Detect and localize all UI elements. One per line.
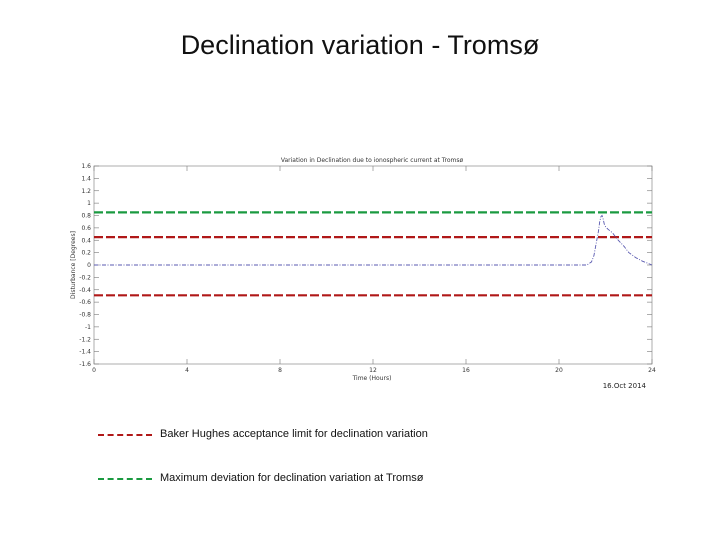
legend-label: Baker Hughes acceptance limit for declin… — [160, 428, 428, 440]
y-tick-label: 0.4 — [81, 237, 91, 244]
y-tick-label: -1.4 — [79, 349, 91, 356]
y-tick-label: 1.2 — [81, 188, 91, 195]
y-tick-label: 1.6 — [81, 163, 91, 170]
y-tick-label: 0.2 — [81, 250, 91, 257]
y-tick-label: -1.6 — [79, 361, 91, 368]
x-tick-label: 12 — [369, 367, 377, 374]
x-axis-label: Time (Hours) — [352, 375, 392, 382]
y-axis: 1.6 1.4 1.2 1 0.8 0.6 0.4 0.2 0 -0.2 -0.4 -0.6 -0.8 -… — [79, 163, 652, 368]
y-tick-label: 0 — [87, 262, 91, 269]
y-tick-label: -0.2 — [79, 274, 91, 281]
x-tick-label: 0 — [92, 367, 96, 374]
legend-line-red — [98, 434, 152, 436]
y-tick-label: 1.4 — [81, 175, 91, 182]
y-tick-label: -0.6 — [79, 299, 91, 306]
reference-lines — [94, 211, 652, 297]
y-tick-label: 0.8 — [81, 213, 91, 220]
x-tick-label: 24 — [648, 367, 656, 374]
y-tick-label: -0.8 — [79, 312, 91, 319]
y-tick-label: -1.2 — [79, 336, 91, 343]
y-tick-label: -0.4 — [79, 287, 91, 294]
x-tick-label: 8 — [278, 367, 282, 374]
legend-line-green — [98, 478, 152, 480]
x-tick-label: 16 — [462, 367, 470, 374]
y-tick-label: -1 — [85, 324, 91, 331]
slide-title: Declination variation - Tromsø — [180, 30, 540, 60]
chart-title: Variation in Declination due to ionosphe… — [281, 157, 464, 164]
y-tick-label: 1 — [87, 200, 91, 207]
x-tick-label: 4 — [185, 367, 189, 374]
y-tick-label: 0.6 — [81, 225, 91, 232]
date-stamp: 16.Oct 2014 — [602, 382, 646, 390]
legend-label: Maximum deviation for declination variat… — [160, 472, 424, 484]
y-axis-label: Disturbance [Degrees] — [70, 231, 77, 299]
series-group — [94, 214, 653, 266]
x-axis: 0 4 8 12 16 20 24 — [92, 166, 656, 374]
series-line — [94, 214, 653, 266]
x-tick-label: 20 — [555, 367, 563, 374]
